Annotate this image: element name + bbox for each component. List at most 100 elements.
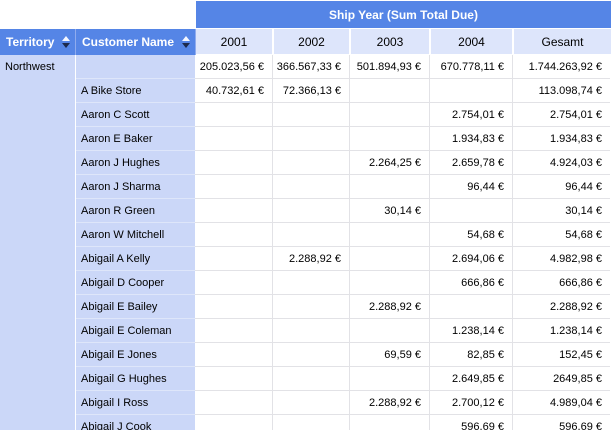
sort-icon[interactable] [181,35,191,49]
value-cell-2003: 2.264,25 € [350,151,430,175]
value-cell-2002 [273,391,350,415]
value-cell-2001 [195,295,273,319]
table-row: Abigail J Cook 596,69 € 596,69 € [76,415,611,430]
value-cell-2004: 1.934,83 € [430,127,513,151]
value-cell-2003 [350,79,430,103]
value-cell-2003 [350,247,430,271]
value-cell-gesamt: 4.924,03 € [513,151,610,175]
value-cell-2001 [195,175,273,199]
sort-icon[interactable] [61,35,71,49]
value-cell-2002: 366.567,33 € [273,55,350,79]
customer-name-cell: Abigail D Cooper [76,271,195,295]
value-cell-2004: 2.694,06 € [430,247,513,271]
value-cell-2002 [273,223,350,247]
value-cell-2002 [273,319,350,343]
table-row: Aaron R Green 30,14 € 30,14 € [76,199,611,223]
column-group-header: Ship Year (Sum Total Due) [196,0,611,29]
value-cell-2004: 2.649,85 € [430,367,513,391]
value-cell-2003 [350,367,430,391]
value-cell-2002 [273,367,350,391]
value-cell-2001 [195,199,273,223]
value-cell-2003 [350,103,430,127]
group-header-band: Ship Year (Sum Total Due) [0,0,611,29]
table-row: Abigail I Ross 2.288,92 € 2.700,12 € 4.9… [76,391,611,415]
value-cell-gesamt: 30,14 € [513,199,610,223]
value-cell-gesamt: 4.982,98 € [513,247,610,271]
customer-name-cell: Abigail E Coleman [76,319,195,343]
value-cell-2001 [195,319,273,343]
total-column-header-gesamt[interactable]: Gesamt [514,29,611,55]
table-row: Abigail D Cooper 666,86 € 666,86 € [76,271,611,295]
territory-cell: Northwest [0,55,76,430]
customer-name-cell: Abigail I Ross [76,391,195,415]
value-cell-2004: 2.659,78 € [430,151,513,175]
value-cell-2004 [430,199,513,223]
value-cell-2003: 2.288,92 € [350,295,430,319]
value-cell-2001 [195,127,273,151]
table-row: Abigail A Kelly 2.288,92 € 2.694,06 € 4.… [76,247,611,271]
sort-up-icon [182,36,190,41]
sort-down-icon [62,43,70,48]
value-cell-2004: 666,86 € [430,271,513,295]
table-row: Aaron W Mitchell 54,68 € 54,68 € [76,223,611,247]
value-cell-2002 [273,127,350,151]
territory-header-label: Territory [6,35,55,49]
customer-name-cell: Aaron J Sharma [76,175,195,199]
value-cell-2002 [273,103,350,127]
territory-column-header[interactable]: Territory [0,29,76,55]
customer-name-cell: A Bike Store [76,79,195,103]
value-cell-2004 [430,295,513,319]
value-cell-gesamt: 54,68 € [513,223,610,247]
year-column-header-2002[interactable]: 2002 [274,29,351,55]
value-cell-2001 [195,247,273,271]
customer-name-cell: Abigail E Bailey [76,295,195,319]
value-cell-gesamt: 596,69 € [513,415,610,430]
value-cell-2004: 670.778,11 € [430,55,513,79]
value-cell-2002 [273,295,350,319]
value-cell-2002: 72.366,13 € [273,79,350,103]
value-cell-2002: 2.288,92 € [273,247,350,271]
value-cell-2003 [350,415,430,430]
customer-name-cell: Aaron C Scott [76,103,195,127]
customer-name-column-header[interactable]: Customer Name [76,29,196,55]
value-cell-gesamt: 152,45 € [513,343,610,367]
table-row: Aaron J Hughes 2.264,25 € 2.659,78 € 4.9… [76,151,611,175]
value-cell-gesamt: 2.754,01 € [513,103,610,127]
data-rows: 205.023,56 € 366.567,33 € 501.894,93 € 6… [76,55,611,430]
customer-name-cell: Aaron J Hughes [76,151,195,175]
value-cell-2002 [273,271,350,295]
value-cell-2004: 96,44 € [430,175,513,199]
customer-name-cell: Abigail A Kelly [76,247,195,271]
customer-name-cell: Aaron W Mitchell [76,223,195,247]
value-cell-2001 [195,415,273,430]
sort-down-icon [182,43,190,48]
value-cell-2001: 205.023,56 € [195,55,273,79]
customer-name-header-label: Customer Name [82,35,175,49]
value-cell-2003 [350,127,430,151]
value-cell-gesamt: 1.238,14 € [513,319,610,343]
value-cell-2003 [350,319,430,343]
value-cell-gesamt: 2649,85 € [513,367,610,391]
customer-name-cell: Aaron E Baker [76,127,195,151]
table-row: Aaron J Sharma 96,44 € 96,44 € [76,175,611,199]
value-cell-2001 [195,391,273,415]
year-column-header-2004[interactable]: 2004 [431,29,514,55]
table-row: Abigail E Coleman 1.238,14 € 1.238,14 € [76,319,611,343]
value-cell-2001 [195,367,273,391]
value-cell-gesamt: 96,44 € [513,175,610,199]
value-cell-2004 [430,79,513,103]
value-cell-2002 [273,151,350,175]
customer-name-cell: Aaron R Green [76,199,195,223]
column-header-row: Territory Customer Name 2001 2002 2003 2… [0,29,611,55]
value-cell-gesamt: 1.744.263,92 € [513,55,610,79]
value-cell-gesamt: 1.934,83 € [513,127,610,151]
value-cell-2003: 30,14 € [350,199,430,223]
value-cell-2003: 501.894,93 € [350,55,430,79]
value-cell-2004: 54,68 € [430,223,513,247]
value-cell-2003 [350,271,430,295]
year-column-header-2001[interactable]: 2001 [196,29,274,55]
year-column-header-2003[interactable]: 2003 [351,29,431,55]
value-cell-2001 [195,103,273,127]
value-cell-2002 [273,415,350,430]
